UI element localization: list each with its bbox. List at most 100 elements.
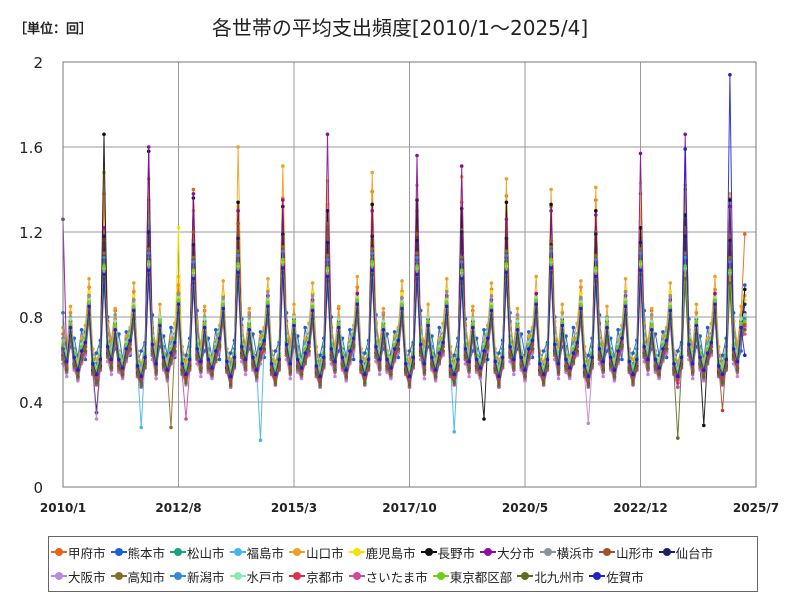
legend-item: 北九州市 <box>517 564 584 588</box>
data-point <box>329 355 334 360</box>
data-point <box>705 325 710 330</box>
data-point <box>720 408 725 413</box>
data-point <box>202 304 207 309</box>
data-point <box>98 357 103 362</box>
data-point <box>698 355 702 360</box>
data-point <box>467 359 471 364</box>
data-point <box>206 366 211 370</box>
data-point <box>590 364 594 368</box>
data-point <box>649 306 654 311</box>
data-point <box>94 417 99 421</box>
data-point <box>199 368 203 372</box>
legend-marker-icon <box>170 546 187 558</box>
data-point <box>586 421 591 426</box>
data-point <box>359 359 363 364</box>
data-point <box>664 355 669 360</box>
data-point <box>392 342 397 347</box>
legend-label: 佐賀市 <box>606 569 644 585</box>
data-point <box>221 279 225 283</box>
data-point <box>236 200 240 205</box>
legend-marker-icon <box>51 570 67 582</box>
data-point <box>158 319 162 324</box>
data-point <box>623 277 628 281</box>
axes: 0 0.4 0.8 1.2 1.6 2 2010/1 2012/8 2015/3 2017/10 2… <box>19 54 779 515</box>
data-point <box>705 359 710 364</box>
data-point <box>195 347 199 351</box>
data-point <box>91 362 95 366</box>
data-point <box>385 366 389 370</box>
data-point <box>676 374 680 379</box>
data-point <box>87 294 91 298</box>
data-point <box>254 374 259 379</box>
data-point <box>497 351 501 355</box>
data-point <box>646 357 650 362</box>
data-point <box>392 334 397 338</box>
data-point <box>430 364 434 368</box>
data-point <box>322 364 326 368</box>
data-point <box>102 272 106 277</box>
data-point <box>180 370 184 375</box>
data-point <box>605 325 609 330</box>
data-point <box>281 245 285 249</box>
data-point <box>485 336 490 341</box>
data-point <box>381 313 386 317</box>
data-point <box>277 357 281 362</box>
legend-marker-icon <box>289 546 306 558</box>
data-point <box>623 300 628 304</box>
data-point <box>489 289 494 294</box>
data-point <box>500 364 505 368</box>
data-point <box>698 364 702 368</box>
data-point <box>87 277 91 281</box>
data-point <box>228 351 233 355</box>
unit-label: ［単位：回］ <box>14 22 93 37</box>
data-point <box>109 357 114 362</box>
legend-label: さいたま市 <box>365 569 428 585</box>
data-point <box>381 323 386 328</box>
data-point <box>515 313 520 317</box>
data-point <box>154 362 158 366</box>
data-point <box>176 226 181 230</box>
data-point <box>400 296 404 300</box>
data-point <box>560 315 565 319</box>
data-point <box>448 372 453 377</box>
data-point <box>474 366 479 370</box>
data-point <box>318 374 322 379</box>
data-point <box>471 325 475 330</box>
data-point <box>374 353 378 358</box>
data-point <box>273 372 278 377</box>
data-point <box>113 313 117 317</box>
data-point <box>556 362 561 366</box>
data-point <box>68 321 73 326</box>
legend-marker-icon <box>517 570 534 582</box>
data-point <box>299 372 304 377</box>
data-point <box>169 425 173 430</box>
data-point <box>225 368 229 372</box>
data-point <box>415 232 419 236</box>
data-point <box>307 340 311 345</box>
data-point <box>579 306 583 311</box>
data-point <box>381 319 386 324</box>
data-point <box>534 291 538 296</box>
data-point <box>79 345 84 349</box>
data-point <box>124 347 129 351</box>
data-point <box>709 340 714 345</box>
data-point <box>553 351 557 355</box>
data-point <box>72 355 76 360</box>
data-point <box>713 291 717 296</box>
data-point <box>649 328 654 332</box>
legend-marker-icon <box>480 546 497 558</box>
data-point <box>519 364 524 368</box>
data-point <box>251 364 255 368</box>
data-point <box>690 370 695 375</box>
data-point <box>79 357 84 362</box>
data-point <box>567 366 572 370</box>
data-point <box>485 345 490 349</box>
legend-item: 大阪市 <box>51 564 106 588</box>
data-point <box>713 302 717 307</box>
data-point <box>113 328 117 332</box>
data-point <box>534 274 538 279</box>
data-point <box>549 209 553 213</box>
data-point <box>400 279 404 283</box>
data-point <box>318 383 322 387</box>
data-point <box>236 236 240 241</box>
